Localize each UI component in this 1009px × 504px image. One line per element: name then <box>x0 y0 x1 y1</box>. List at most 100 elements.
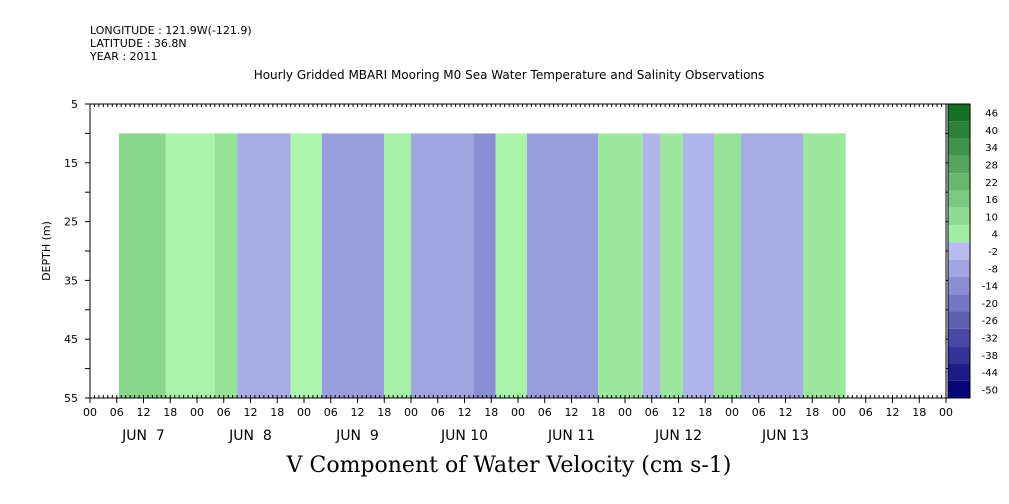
y-tick-label: 55 <box>64 392 78 405</box>
x-tick-label: 06 <box>431 406 445 419</box>
x-tick-label: 06 <box>645 406 659 419</box>
colorbar-segment <box>948 138 970 156</box>
colorbar-segment <box>948 121 970 139</box>
x-tick-label: 12 <box>779 406 793 419</box>
y-tick-label: 15 <box>64 157 78 170</box>
colorbar-label: -14 <box>982 282 998 293</box>
velocity-band <box>526 133 599 398</box>
colorbar-label: 46 <box>985 109 998 120</box>
velocity-band <box>740 133 804 398</box>
colorbar-segment <box>948 225 970 243</box>
longitude-label: LONGITUDE : 121.9W(-121.9) <box>90 24 252 37</box>
x-tick-label: 00 <box>725 406 739 419</box>
colorbar-label: 28 <box>985 161 998 172</box>
colorbar-label: 16 <box>985 195 998 206</box>
x-tick-label: 18 <box>484 406 498 419</box>
colorbar-label: 10 <box>985 212 998 223</box>
colorbar-label: 4 <box>992 230 998 241</box>
colorbar-label: 40 <box>985 126 998 137</box>
velocity-band <box>118 133 166 398</box>
y-tick-label: 35 <box>64 274 78 287</box>
colorbar-segment <box>948 328 970 347</box>
day-label: JUN 13 <box>761 428 809 444</box>
day-label: JUN 7 <box>121 428 165 444</box>
x-tick-label: 00 <box>511 406 525 419</box>
x-tick-label: 18 <box>270 406 284 419</box>
x-tick-label: 00 <box>83 406 97 419</box>
x-tick-label: 06 <box>110 406 124 419</box>
colorbar-segment <box>948 155 970 174</box>
x-tick-label: 12 <box>672 406 686 419</box>
x-tick-label: 18 <box>698 406 712 419</box>
day-label: JUN 9 <box>335 428 379 444</box>
colorbar-segment <box>948 380 970 398</box>
x-tick-label: 00 <box>190 406 204 419</box>
colorbar-label: -44 <box>982 368 998 379</box>
bottom-title: V Component of Water Velocity (cm s-1) <box>286 453 732 478</box>
colorbar-label: -32 <box>982 333 998 344</box>
colorbar-label: -26 <box>982 316 998 327</box>
x-tick-label: 12 <box>458 406 472 419</box>
colorbar-segment <box>948 276 970 295</box>
x-tick-label: 18 <box>805 406 819 419</box>
colorbar-label: -50 <box>982 385 998 396</box>
velocity-band <box>598 133 643 398</box>
chart-title: Hourly Gridded MBARI Mooring M0 Sea Wate… <box>253 68 765 82</box>
colorbar-label: 22 <box>985 178 998 189</box>
x-tick-label: 00 <box>939 406 953 419</box>
velocity-band <box>682 133 715 398</box>
velocity-band <box>803 133 846 398</box>
x-tick-label: 06 <box>859 406 873 419</box>
x-tick-label: 12 <box>886 406 900 419</box>
x-tick-label: 12 <box>351 406 365 419</box>
colorbar-segment <box>948 294 970 312</box>
x-tick-label: 18 <box>163 406 177 419</box>
x-tick-label: 06 <box>217 406 231 419</box>
x-tick-label: 00 <box>618 406 632 419</box>
x-tick-label: 06 <box>538 406 552 419</box>
x-tick-label: 12 <box>137 406 151 419</box>
colorbar-label: -8 <box>988 264 998 275</box>
colorbar-label: -20 <box>982 299 998 310</box>
axes-layer: 00 06 12 18 00 06 12 18 00 06 12 18 00 06 12 18 00 06 12 18… <box>64 98 953 444</box>
x-tick-label: 00 <box>832 406 846 419</box>
day-label: JUN 8 <box>228 428 272 444</box>
colorbar-segment <box>948 242 970 260</box>
day-label: JUN 10 <box>440 428 488 444</box>
velocity-band <box>642 133 661 398</box>
colorbar-segment <box>948 207 970 226</box>
data-layer <box>118 133 846 398</box>
x-tick-label: 18 <box>591 406 605 419</box>
day-label: JUN 12 <box>654 428 702 444</box>
velocity-band <box>384 133 411 398</box>
colorbar-segment <box>948 346 970 364</box>
latitude-label: LATITUDE : 36.8N <box>90 37 187 50</box>
velocity-band <box>473 133 496 398</box>
x-tick-label: 18 <box>377 406 391 419</box>
colorbar-segment <box>948 259 970 277</box>
y-axis-label: DEPTH (m) <box>40 221 53 281</box>
colorbar: 46 40 34 28 22 16 10 4 -2 -8 -14 -20 -26 -32 -38 -44 -50 <box>947 103 998 399</box>
x-tick-label: 06 <box>752 406 766 419</box>
colorbar-label: -38 <box>982 351 998 362</box>
velocity-band <box>214 133 238 398</box>
day-label: JUN 11 <box>547 428 595 444</box>
velocity-band <box>237 133 291 398</box>
velocity-band <box>495 133 527 398</box>
colorbar-label: 34 <box>985 143 998 154</box>
x-tick-label: 00 <box>297 406 311 419</box>
colorbar-segment <box>948 190 970 208</box>
colorbar-label: -2 <box>988 247 998 258</box>
velocity-band <box>290 133 322 398</box>
x-tick-label: 12 <box>244 406 258 419</box>
velocity-band <box>714 133 741 398</box>
colorbar-segment <box>948 104 970 122</box>
velocity-band <box>165 133 215 398</box>
x-tick-label: 00 <box>404 406 418 419</box>
colorbar-segment <box>948 363 970 381</box>
y-tick-label: 5 <box>71 98 78 111</box>
y-tick-label: 25 <box>64 216 78 229</box>
y-tick-label: 45 <box>64 333 78 346</box>
velocity-band <box>660 133 683 398</box>
